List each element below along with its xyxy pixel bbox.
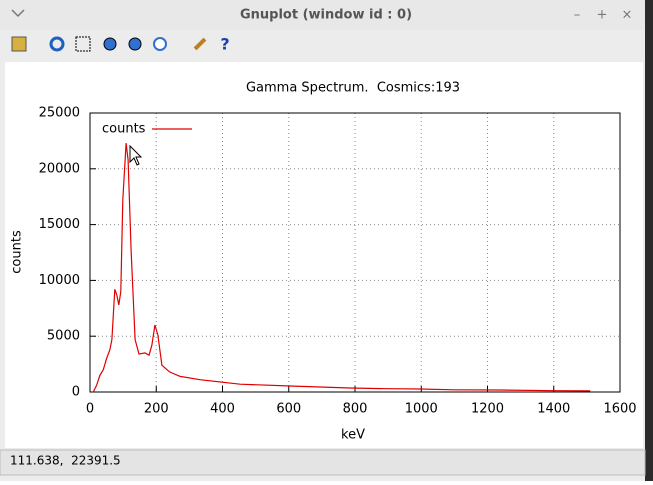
data-line [92, 143, 591, 393]
mouse-cursor [129, 144, 143, 166]
x-tick-label: 200 [144, 402, 169, 417]
chart: Gamma Spectrum. Cosmics:193 keV counts 0… [10, 81, 637, 443]
x-tick-label: 800 [343, 402, 368, 417]
plot-canvas [5, 62, 643, 448]
y-tick-label: 5000 [47, 329, 80, 344]
grid-icon[interactable] [75, 36, 91, 52]
zoom-prev-icon[interactable] [103, 37, 117, 51]
x-tick-label: 400 [210, 402, 235, 417]
status-bar [0, 449, 646, 476]
x-tick-label: 1000 [405, 402, 438, 417]
y-tick-label: 25000 [39, 106, 80, 121]
x-tick-label: 1600 [603, 402, 636, 417]
replot-icon[interactable] [49, 36, 65, 52]
autoscale-icon[interactable] [153, 37, 167, 51]
chart-title: Gamma Spectrum. Cosmics:193 [246, 81, 460, 96]
x-tick-label: 1400 [537, 402, 570, 417]
maximize-button[interactable]: + [597, 8, 608, 23]
plot-frame [89, 112, 621, 393]
config-icon[interactable] [193, 37, 207, 51]
y-tick-label: 10000 [39, 273, 80, 288]
copy-icon[interactable] [11, 36, 27, 52]
x-tick-label: 1200 [471, 402, 504, 417]
close-button[interactable]: × [622, 8, 633, 23]
x-tick-label: 600 [276, 402, 301, 417]
help-icon[interactable]: ? [220, 35, 229, 54]
x-tick-label: 0 [86, 402, 94, 417]
y-tick-label: 0 [72, 385, 80, 400]
y-axis-label: counts [10, 230, 25, 274]
status-text: 111.638, 22391.5 [10, 454, 121, 468]
zoom-next-icon[interactable] [128, 37, 142, 51]
y-tick-label: 20000 [39, 161, 80, 176]
minimize-button[interactable]: – [574, 8, 581, 23]
y-tick-label: 15000 [39, 217, 80, 232]
x-axis-label: keV [341, 428, 365, 443]
legend-label: counts [102, 122, 146, 137]
menu-button[interactable] [11, 9, 25, 18]
title-bar [0, 0, 645, 30]
toolbar: ? [11, 35, 230, 54]
window-title: Gnuplot (window id : 0) [240, 8, 412, 23]
